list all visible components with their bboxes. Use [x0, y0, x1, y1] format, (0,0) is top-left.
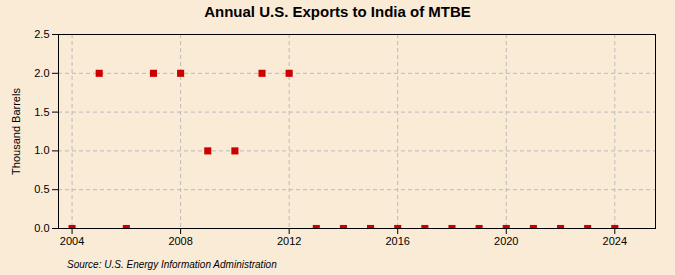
- svg-text:2016: 2016: [385, 235, 409, 247]
- svg-text:2020: 2020: [494, 235, 518, 247]
- svg-text:Thousand Barrels: Thousand Barrels: [10, 88, 22, 175]
- svg-text:2012: 2012: [277, 235, 301, 247]
- svg-text:2008: 2008: [168, 235, 192, 247]
- svg-text:2024: 2024: [603, 235, 627, 247]
- svg-text:2.5: 2.5: [34, 28, 49, 40]
- html-text:Source: U.S. Energy Informatio: Source: U.S. Energy Information Administ…: [67, 259, 277, 270]
- svg-text:1.0: 1.0: [34, 144, 49, 156]
- svg-text:2004: 2004: [60, 235, 84, 247]
- svg-text:0.0: 0.0: [34, 222, 49, 234]
- svg-text:0.5: 0.5: [34, 183, 49, 195]
- svg-text:2.0: 2.0: [34, 67, 49, 79]
- svg-text:1.5: 1.5: [34, 106, 49, 118]
- html-text:Annual U.S. Exports to India o: Annual U.S. Exports to India of MTBE: [204, 3, 471, 20]
